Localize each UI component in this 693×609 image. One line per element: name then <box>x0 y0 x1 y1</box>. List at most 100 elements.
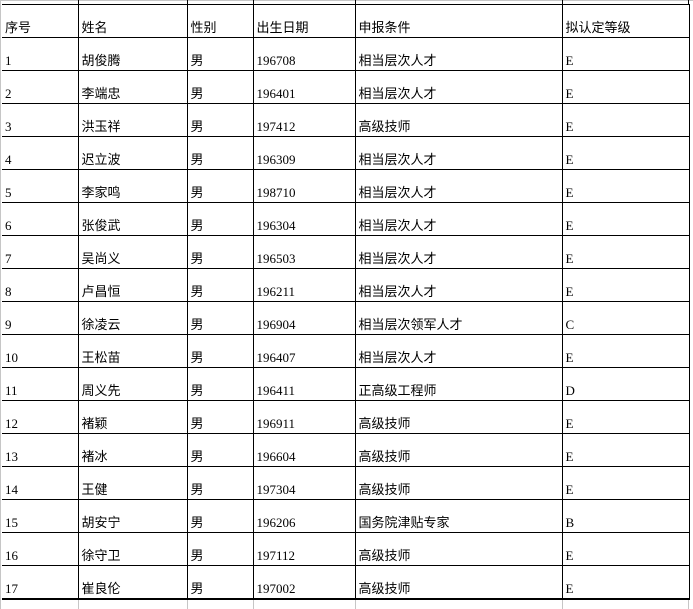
cell-gender[interactable]: 男 <box>186 400 254 434</box>
cell-condition[interactable]: 高级技师 <box>354 103 563 137</box>
cell-grade[interactable]: E <box>561 433 690 467</box>
cell-index[interactable]: 6 <box>2 202 79 236</box>
cell-gender[interactable]: 男 <box>186 565 254 600</box>
cell-index[interactable]: 5 <box>2 169 79 203</box>
cell-gender[interactable]: 男 <box>186 103 254 137</box>
cell-grade[interactable]: E <box>561 37 690 71</box>
cell-gender[interactable]: 男 <box>186 235 254 269</box>
cell-gender[interactable]: 男 <box>186 301 254 335</box>
cell-name[interactable]: 李端忠 <box>77 70 188 104</box>
cell-grade[interactable]: E <box>561 235 690 269</box>
cell-birth[interactable]: 196206 <box>252 499 356 533</box>
cell-birth[interactable]: 196309 <box>252 136 356 170</box>
cell-index[interactable]: 2 <box>2 70 79 104</box>
col-header-name[interactable]: 姓名 <box>77 4 188 38</box>
cell-gender[interactable]: 男 <box>186 367 254 401</box>
cell-index[interactable]: 8 <box>2 268 79 302</box>
cell-condition[interactable]: 高级技师 <box>354 400 563 434</box>
cell-name[interactable]: 卢昌恒 <box>77 268 188 302</box>
cell-condition[interactable]: 正高级工程师 <box>354 367 563 401</box>
cell-gender[interactable]: 男 <box>186 268 254 302</box>
cell-condition[interactable]: 高级技师 <box>354 466 563 500</box>
cell-grade[interactable]: E <box>561 565 690 600</box>
cell-index[interactable]: 17 <box>2 565 79 600</box>
col-header-gender[interactable]: 性别 <box>186 4 254 38</box>
cell-gender[interactable]: 男 <box>186 37 254 71</box>
cell-name[interactable]: 周义先 <box>77 367 188 401</box>
cell-name[interactable]: 褚冰 <box>77 433 188 467</box>
cell-condition[interactable]: 国务院津贴专家 <box>354 499 563 533</box>
cell-index[interactable]: 15 <box>2 499 79 533</box>
cell-name[interactable]: 徐守卫 <box>77 532 188 566</box>
cell-index[interactable]: 11 <box>2 367 79 401</box>
cell-gender[interactable]: 男 <box>186 433 254 467</box>
cell-index[interactable]: 10 <box>2 334 79 368</box>
cell-birth[interactable]: 196401 <box>252 70 356 104</box>
cell-gender[interactable]: 男 <box>186 202 254 236</box>
cell-index[interactable]: 13 <box>2 433 79 467</box>
cell-name[interactable]: 胡安宁 <box>77 499 188 533</box>
cell-birth[interactable]: 196411 <box>252 367 356 401</box>
cell-gender[interactable]: 男 <box>186 499 254 533</box>
cell-name[interactable]: 徐凌云 <box>77 301 188 335</box>
cell-condition[interactable]: 相当层次人才 <box>354 37 563 71</box>
cell-name[interactable]: 崔良伦 <box>77 565 188 600</box>
cell-condition[interactable]: 相当层次人才 <box>354 202 563 236</box>
cell-birth[interactable]: 198710 <box>252 169 356 203</box>
cell-index[interactable]: 4 <box>2 136 79 170</box>
cell-name[interactable]: 胡俊腾 <box>77 37 188 71</box>
cell-name[interactable]: 迟立波 <box>77 136 188 170</box>
cell-birth[interactable]: 196407 <box>252 334 356 368</box>
cell-name[interactable]: 王松苗 <box>77 334 188 368</box>
cell-gender[interactable]: 男 <box>186 532 254 566</box>
cell-grade[interactable]: E <box>561 202 690 236</box>
cell-grade[interactable]: E <box>561 268 690 302</box>
cell-birth[interactable]: 196708 <box>252 37 356 71</box>
cell-condition[interactable]: 相当层次人才 <box>354 334 563 368</box>
cell-condition[interactable]: 高级技师 <box>354 433 563 467</box>
cell-birth[interactable]: 197412 <box>252 103 356 137</box>
cell-grade[interactable]: E <box>561 103 690 137</box>
cell-condition[interactable]: 相当层次人才 <box>354 235 563 269</box>
cell-condition[interactable]: 高级技师 <box>354 565 563 600</box>
cell-condition[interactable]: 相当层次人才 <box>354 136 563 170</box>
cell-grade[interactable]: E <box>561 532 690 566</box>
cell-index[interactable]: 1 <box>2 37 79 71</box>
cell-birth[interactable]: 196604 <box>252 433 356 467</box>
col-header-index[interactable]: 序号 <box>2 4 79 38</box>
cell-index[interactable]: 9 <box>2 301 79 335</box>
cell-index[interactable]: 14 <box>2 466 79 500</box>
cell-birth[interactable]: 196904 <box>252 301 356 335</box>
cell-grade[interactable]: D <box>561 367 690 401</box>
cell-grade[interactable]: E <box>561 466 690 500</box>
cell-birth[interactable]: 196503 <box>252 235 356 269</box>
cell-gender[interactable]: 男 <box>186 466 254 500</box>
cell-name[interactable]: 张俊武 <box>77 202 188 236</box>
cell-grade[interactable]: E <box>561 334 690 368</box>
cell-grade[interactable]: E <box>561 400 690 434</box>
cell-name[interactable]: 洪玉祥 <box>77 103 188 137</box>
cell-birth[interactable]: 197304 <box>252 466 356 500</box>
cell-index[interactable]: 12 <box>2 400 79 434</box>
cell-condition[interactable]: 相当层次领军人才 <box>354 301 563 335</box>
cell-name[interactable]: 李家鸣 <box>77 169 188 203</box>
cell-birth[interactable]: 196911 <box>252 400 356 434</box>
cell-name[interactable]: 王健 <box>77 466 188 500</box>
cell-condition[interactable]: 相当层次人才 <box>354 70 563 104</box>
cell-grade[interactable]: E <box>561 169 690 203</box>
cell-birth[interactable]: 197002 <box>252 565 356 600</box>
cell-index[interactable]: 3 <box>2 103 79 137</box>
cell-condition[interactable]: 高级技师 <box>354 532 563 566</box>
cell-gender[interactable]: 男 <box>186 169 254 203</box>
cell-grade[interactable]: E <box>561 70 690 104</box>
cell-name[interactable]: 褚颖 <box>77 400 188 434</box>
cell-name[interactable]: 吴尚义 <box>77 235 188 269</box>
cell-grade[interactable]: C <box>561 301 690 335</box>
cell-condition[interactable]: 相当层次人才 <box>354 268 563 302</box>
col-header-condition[interactable]: 申报条件 <box>354 4 563 38</box>
cell-gender[interactable]: 男 <box>186 136 254 170</box>
cell-gender[interactable]: 男 <box>186 70 254 104</box>
cell-birth[interactable]: 196211 <box>252 268 356 302</box>
cell-grade[interactable]: E <box>561 136 690 170</box>
cell-birth[interactable]: 196304 <box>252 202 356 236</box>
